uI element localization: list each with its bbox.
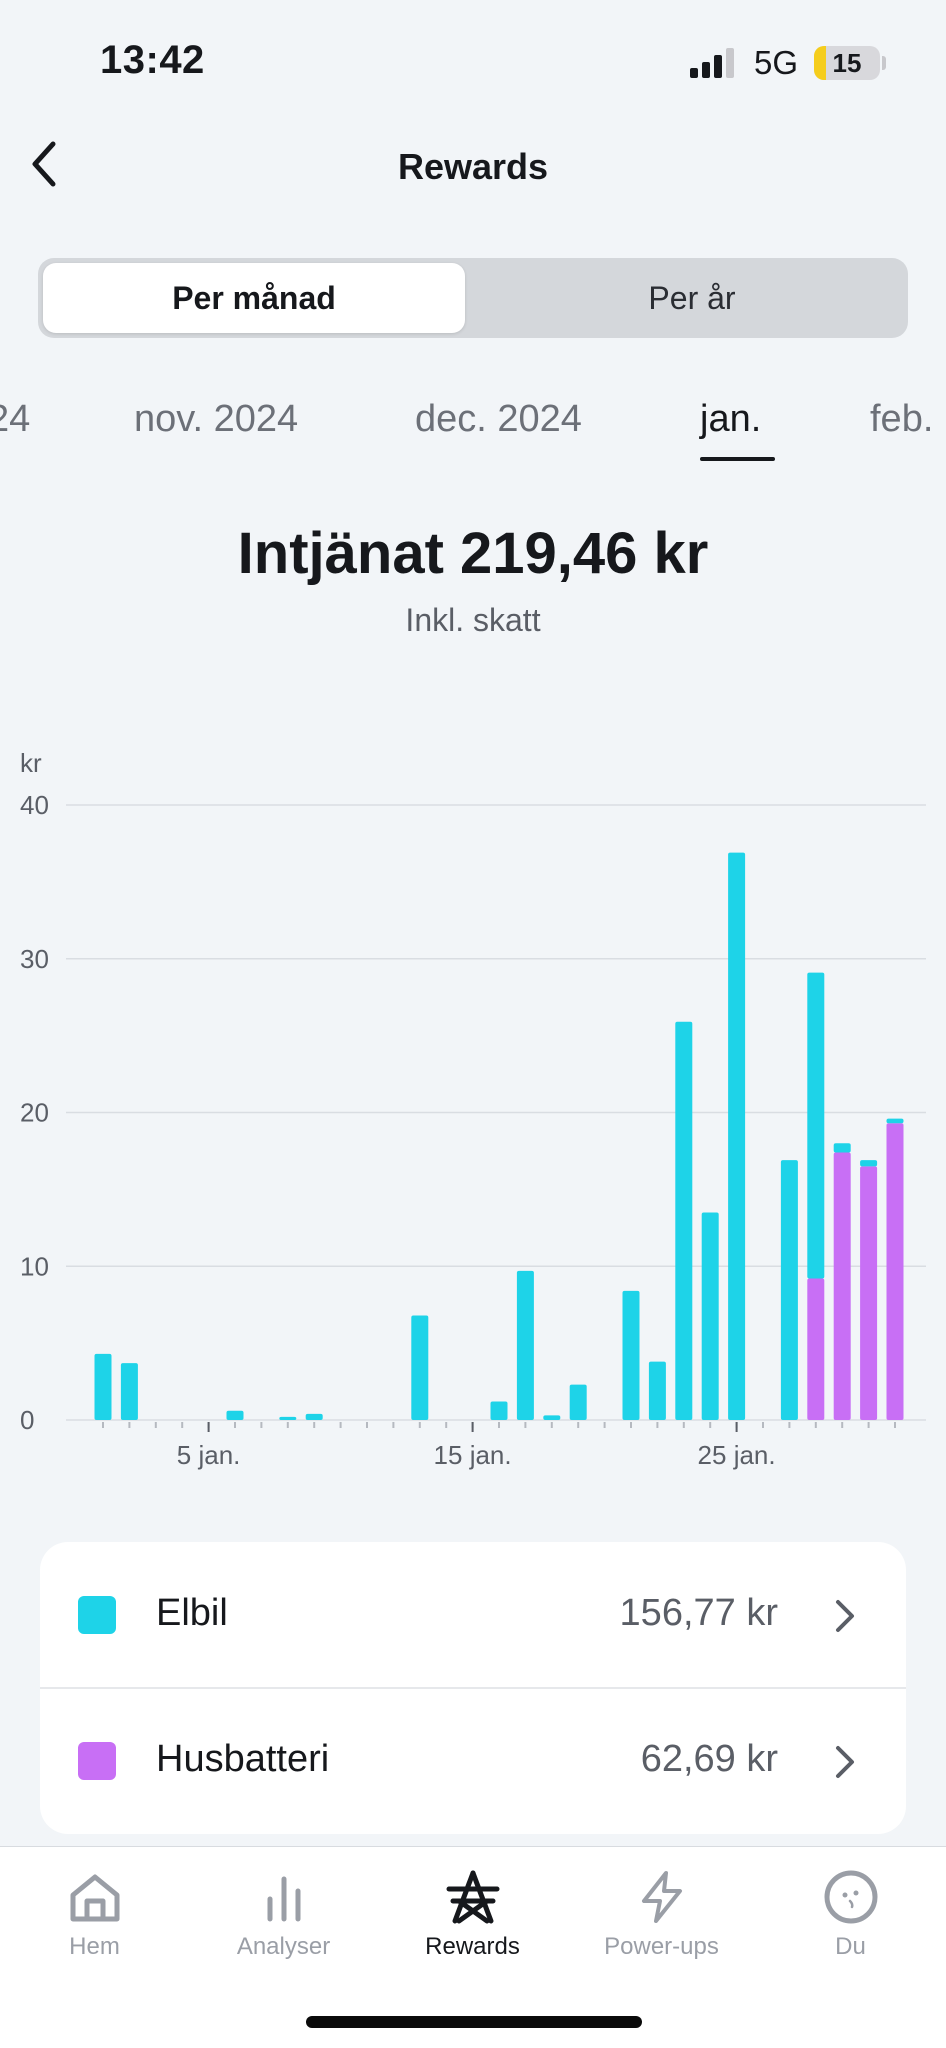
bar-elbil [860, 1160, 878, 1167]
home-indicator [306, 2016, 642, 2028]
bar-elbil [675, 1021, 693, 1420]
tab-rewards[interactable]: Rewards [378, 1867, 567, 1977]
status-bar: 13:42 5G 15 [0, 0, 946, 120]
nav-header: Rewards [0, 130, 946, 210]
bar-elbil [120, 1363, 138, 1420]
tab-power-ups[interactable]: Power-ups [567, 1867, 756, 1977]
month-tab[interactable]: feb. [870, 398, 934, 440]
bar-elbil [516, 1270, 534, 1420]
bar-elbil [569, 1384, 587, 1420]
battery-level: 15 [832, 48, 862, 78]
breakdown-row-husbatteri[interactable]: Husbatteri 62,69 kr [40, 1688, 906, 1834]
bar-elbil [279, 1416, 297, 1420]
earned-total: Intjänat 219,46 kr [237, 521, 709, 586]
chevron-right-icon [836, 1600, 854, 1632]
profile-face-icon [824, 1870, 877, 1924]
bar-elbil [226, 1410, 244, 1420]
chevron-right-icon [836, 1746, 854, 1778]
bar-elbil [833, 1143, 851, 1153]
row-value: 156,77 kr [619, 1592, 778, 1634]
power-pylon-icon [446, 1870, 499, 1924]
rewards-bar-chart: kr 0 10 20 30 40 5 jan. 15 jan. 25 jan. [20, 748, 926, 1470]
row-value: 62,69 kr [640, 1738, 778, 1780]
bar-husbatteri [833, 1152, 851, 1420]
tab-du[interactable]: Du [756, 1867, 945, 1977]
tab-label: Rewards [425, 1933, 520, 1960]
month-tab-current[interactable]: jan. [700, 398, 762, 440]
segment-per-month[interactable]: Per månad [43, 263, 465, 333]
status-time: 13:42 [100, 38, 205, 82]
bar-husbatteri [860, 1166, 878, 1420]
bar-chart-icon [267, 1876, 300, 1922]
row-label: Husbatteri [156, 1738, 330, 1780]
month-tab[interactable]: 24 [0, 398, 31, 440]
row-label: Elbil [156, 1592, 228, 1634]
page-title: Rewards [397, 146, 549, 187]
period-segmented-control: Per månad Per år [38, 258, 908, 338]
network-label: 5G [754, 44, 799, 81]
battery-tip [882, 56, 886, 70]
bar-elbil [543, 1415, 561, 1420]
bar-elbil [728, 852, 746, 1420]
rewards-breakdown-card: Elbil 156,77 kr Husbatteri 62,69 kr [40, 1542, 906, 1834]
month-tab[interactable]: dec. 2024 [415, 398, 582, 440]
y-tick-label: 40 [20, 790, 49, 820]
month-underline [700, 457, 775, 461]
signal-icon [690, 48, 740, 78]
bar-husbatteri [886, 1123, 904, 1420]
breakdown-row-elbil[interactable]: Elbil 156,77 kr [40, 1542, 906, 1689]
bar-elbil [648, 1361, 666, 1420]
lightning-icon [641, 1871, 682, 1923]
bar-elbil [780, 1160, 798, 1420]
segment-per-year[interactable]: Per år [648, 279, 736, 316]
tab-label: Power-ups [604, 1933, 719, 1960]
bar-elbil [490, 1401, 508, 1420]
divider [40, 1687, 906, 1689]
battery-icon: 15 [814, 46, 880, 80]
chevron-left-icon [32, 141, 56, 187]
bar-elbil [701, 1212, 719, 1420]
tab-label: Du [835, 1933, 866, 1960]
home-icon [70, 1874, 119, 1922]
bar-elbil [886, 1118, 904, 1124]
y-tick-label: 0 [20, 1405, 34, 1435]
bar-elbil [94, 1353, 112, 1420]
x-tick-label: 15 jan. [434, 1440, 512, 1470]
y-tick-label: 20 [20, 1098, 49, 1128]
color-swatch [78, 1596, 116, 1634]
color-swatch [78, 1742, 116, 1780]
tab-analyser[interactable]: Analyser [189, 1867, 378, 1977]
y-axis-unit-label: kr [20, 748, 42, 778]
bar-elbil [622, 1290, 640, 1420]
month-selector: 24 nov. 2024 dec. 2024 jan. feb. [0, 392, 946, 472]
x-tick-label: 5 jan. [177, 1440, 241, 1470]
bar-elbil [807, 972, 825, 1279]
tab-label: Hem [69, 1933, 120, 1960]
y-tick-label: 10 [20, 1251, 49, 1281]
bar-elbil [305, 1413, 323, 1420]
tab-label: Analyser [236, 1933, 331, 1960]
x-tick-label: 25 jan. [698, 1440, 776, 1470]
bar-elbil [411, 1315, 429, 1420]
earned-subtitle: Inkl. skatt [405, 602, 541, 638]
bar-husbatteri [807, 1278, 825, 1420]
month-tab[interactable]: nov. 2024 [134, 398, 299, 440]
back-button[interactable] [14, 134, 74, 194]
tab-bar: Hem Analyser Rewards Power-ups [0, 1846, 946, 2048]
tab-hem[interactable]: Hem [0, 1867, 189, 1977]
y-tick-label: 30 [20, 944, 49, 974]
